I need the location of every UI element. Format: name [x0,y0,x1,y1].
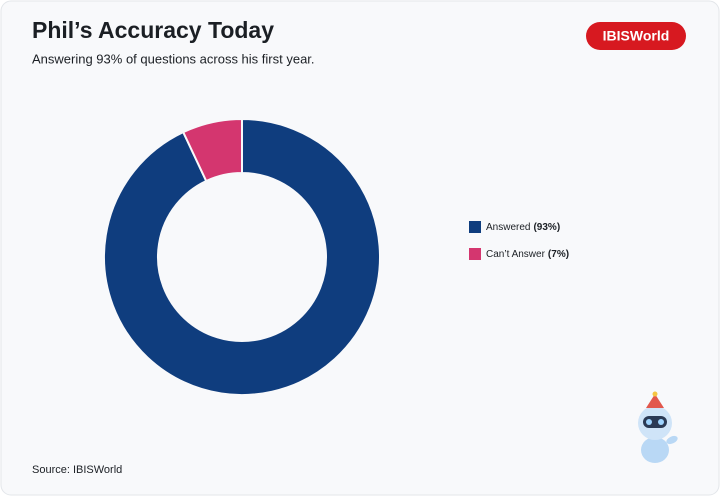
logo-badge [586,22,686,50]
legend-entry: Answered (93%) [486,222,560,233]
legend-swatch [469,248,481,260]
donut-slice [181,117,243,183]
donut-slice [103,117,381,396]
legend-value-label: (93%) [533,222,560,233]
legend-label: Can’t Answer [486,249,546,260]
mascot [638,391,678,463]
legend-entry: Can’t Answer (7%) [486,249,569,260]
legend-value-label: (7%) [548,249,569,260]
legend-label: Answered [486,222,530,233]
source: Source: IBISWorld [32,464,122,476]
logo: IBISWorld [603,28,670,44]
legend-swatch [469,221,481,233]
chart-title: Phil’s Accuracy Today [32,17,274,43]
chart-subtitle: Answering 93% of questions across his fi… [32,51,315,66]
